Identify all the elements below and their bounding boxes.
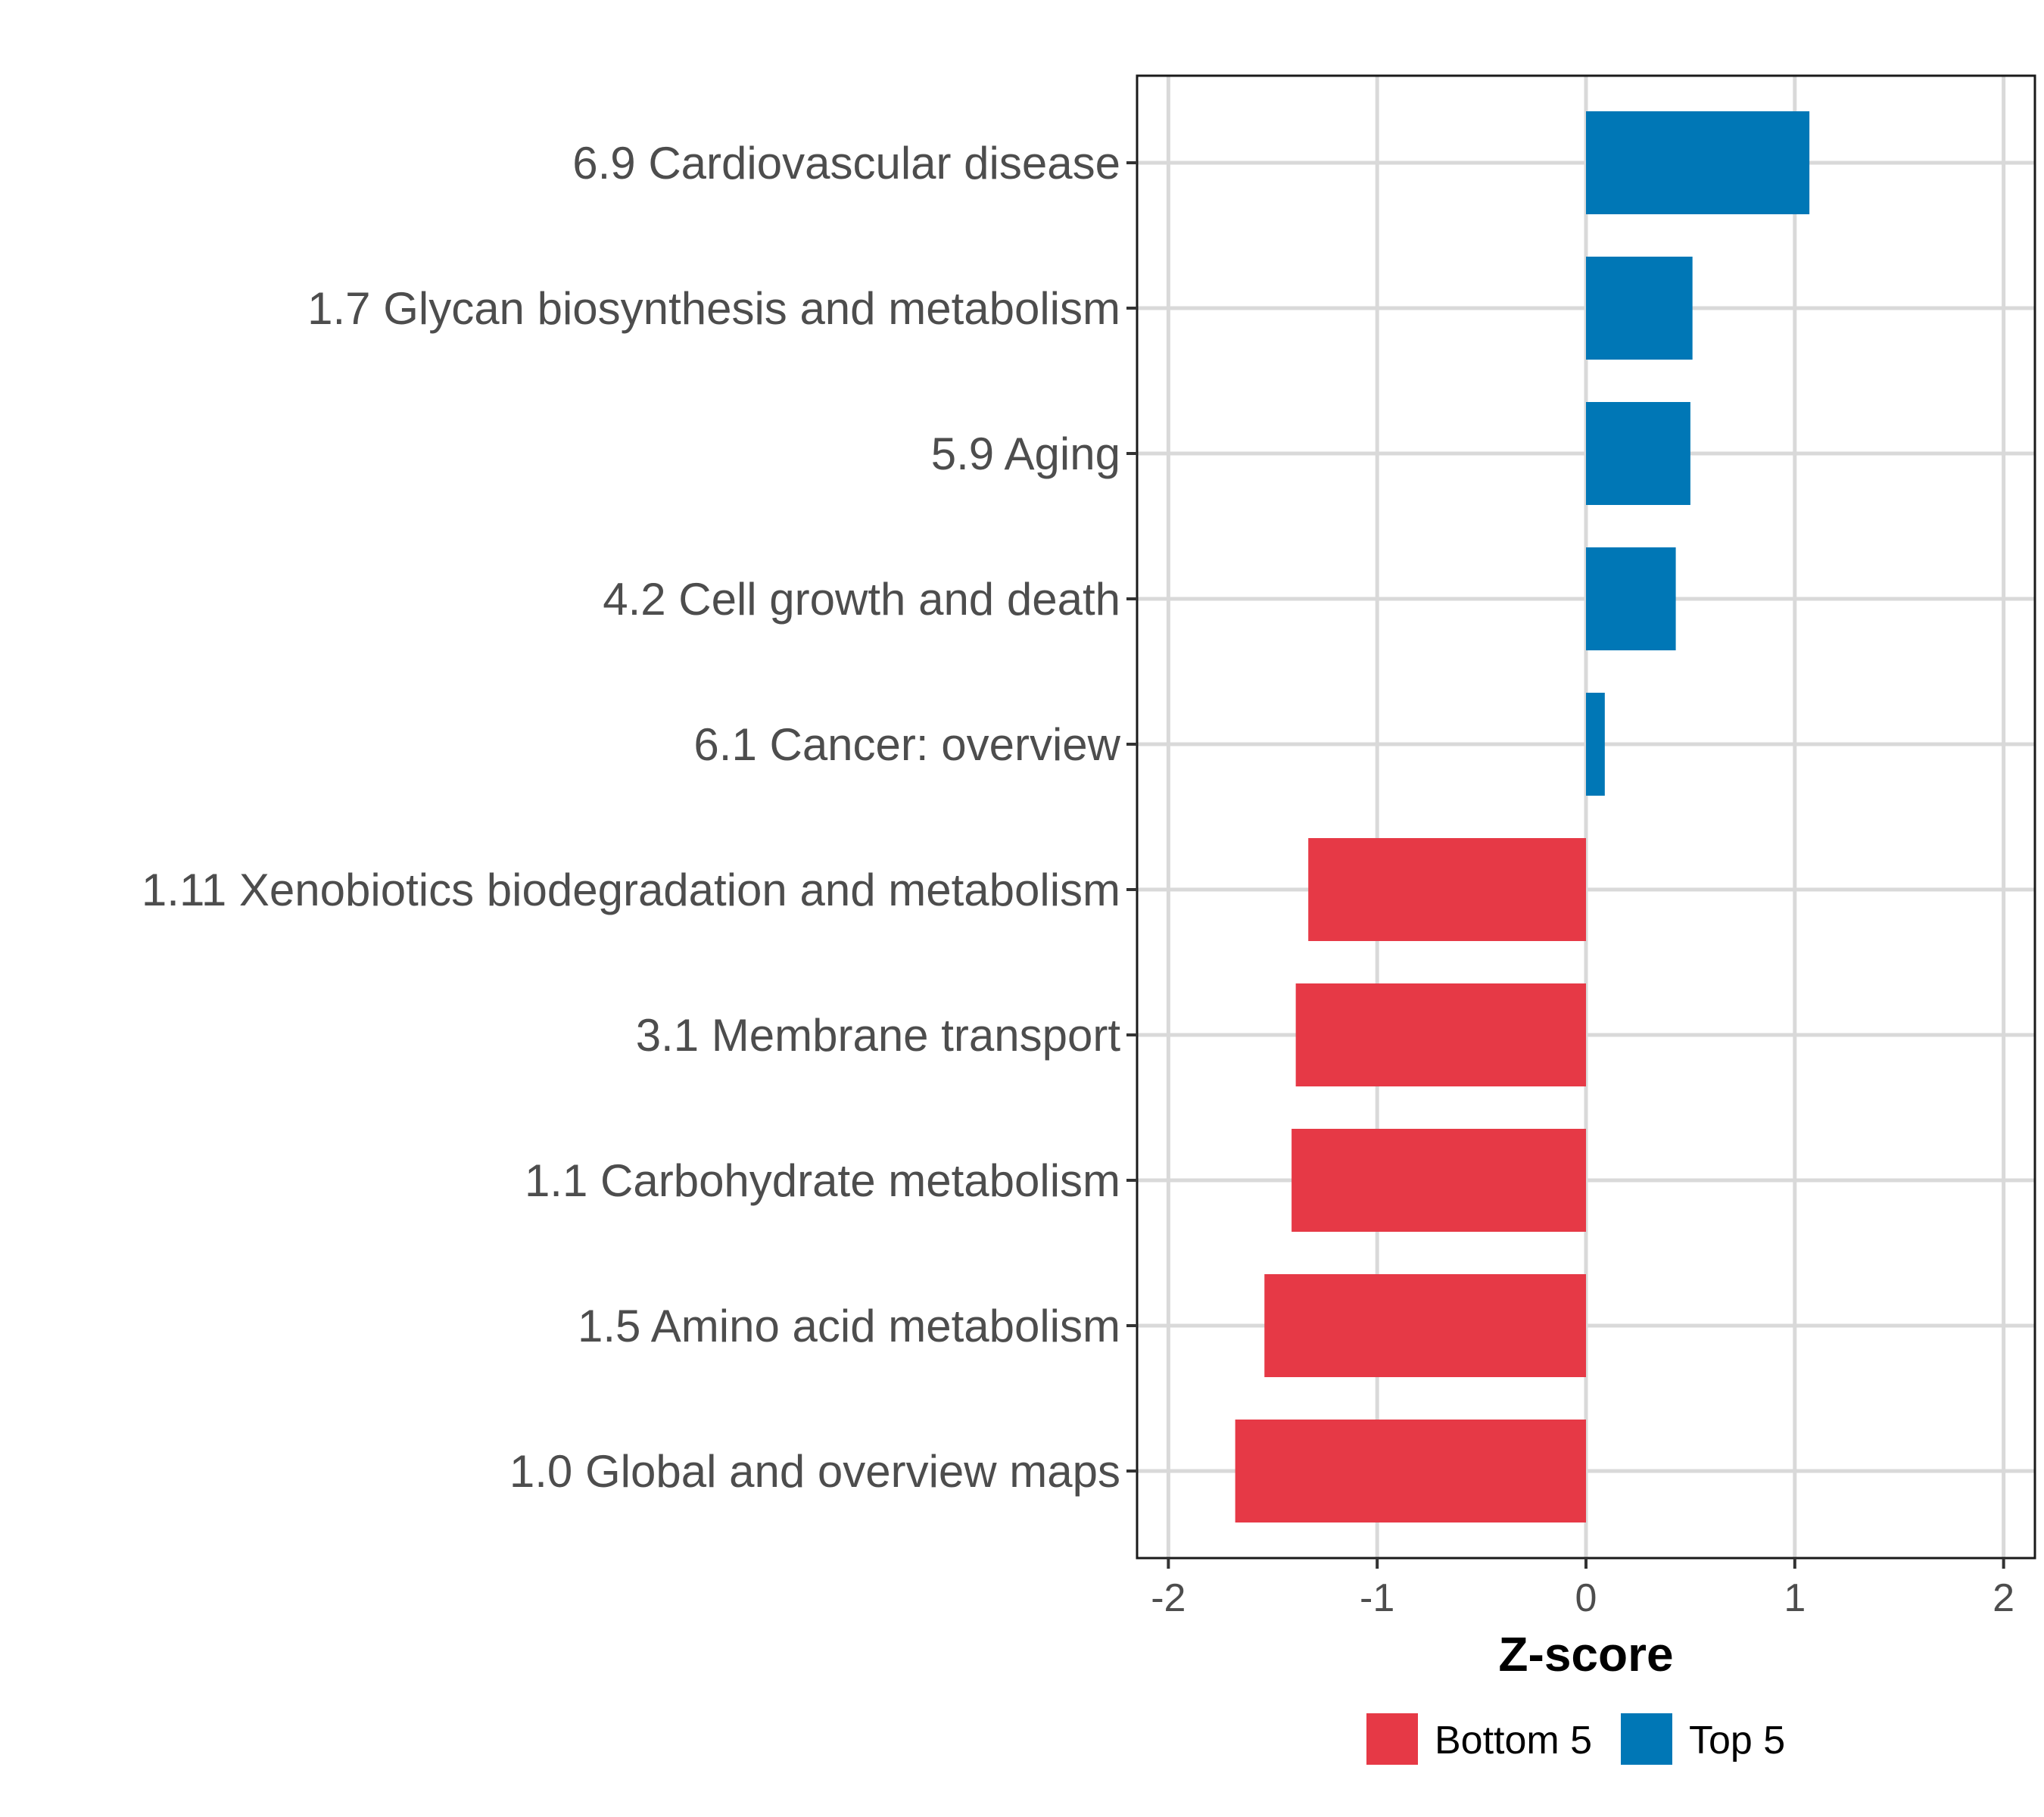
legend-label: Top 5 xyxy=(1689,1719,1785,1762)
x-tick-label: 0 xyxy=(1575,1576,1597,1620)
y-axis: 6.9 Cardiovascular disease 1.7 Glycan bio… xyxy=(142,138,1137,1497)
bar xyxy=(1586,257,1693,360)
category-label: 6.1 Cancer: overview xyxy=(693,719,1120,770)
x-tick-label: 2 xyxy=(1993,1576,2014,1620)
legend-label: Bottom 5 xyxy=(1435,1719,1592,1762)
bar xyxy=(1264,1274,1586,1377)
category-label: 1.7 Glycan biosynthesis and metabolism xyxy=(307,283,1120,334)
x-tick-label: -2 xyxy=(1151,1576,1186,1620)
bar xyxy=(1586,547,1676,650)
legend: Bottom 5 Top 5 xyxy=(1366,1713,1785,1765)
category-label: 4.2 Cell growth and death xyxy=(603,574,1120,625)
bar xyxy=(1235,1420,1586,1522)
category-label: 3.1 Membrane transport xyxy=(636,1010,1121,1061)
category-label: 1.0 Global and overview maps xyxy=(509,1446,1120,1497)
category-label: 5.9 Aging xyxy=(931,429,1120,479)
bar xyxy=(1308,838,1586,941)
legend-swatch xyxy=(1621,1713,1672,1765)
x-axis: -2 -1 0 1 2 xyxy=(1151,1558,2014,1620)
category-label: 1.5 Amino acid metabolism xyxy=(578,1301,1120,1351)
category-label: 1.11 Xenobiotics biodegradation and meta… xyxy=(142,865,1120,915)
legend-swatch xyxy=(1366,1713,1418,1765)
bar xyxy=(1292,1129,1586,1232)
bar xyxy=(1586,111,1810,214)
x-tick-label: -1 xyxy=(1360,1576,1394,1620)
x-axis-title: Z-score xyxy=(1498,1627,1673,1681)
category-label: 6.9 Cardiovascular disease xyxy=(572,138,1120,189)
bar xyxy=(1295,983,1586,1086)
bars xyxy=(1235,111,1810,1522)
bar xyxy=(1586,693,1605,796)
bar xyxy=(1586,402,1690,505)
category-label: 1.1 Carbohydrate metabolism xyxy=(525,1155,1120,1206)
x-tick-label: 1 xyxy=(1784,1576,1806,1620)
